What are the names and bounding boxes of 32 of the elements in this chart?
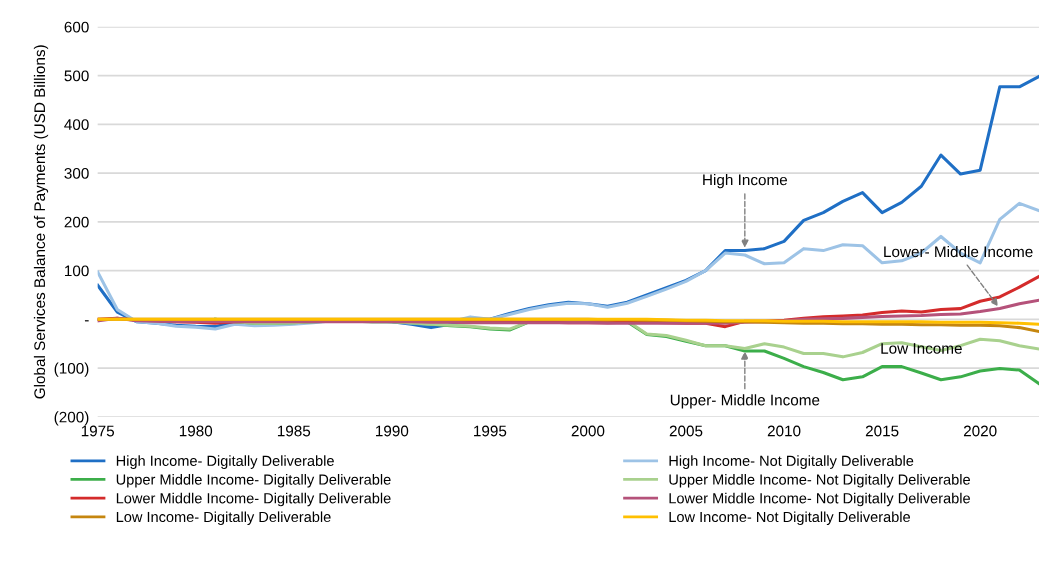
legend-label: Upper Middle Income- Digitally Deliverable: [116, 474, 391, 488]
y-tick-label: 300: [64, 167, 89, 179]
annotation: High Income: [703, 174, 788, 189]
y-tick-label: 400: [64, 119, 89, 131]
annotation: Lower- Middle Income: [884, 245, 1033, 258]
annotation: Low Income: [881, 343, 962, 354]
y-tick-label: 600: [64, 21, 89, 33]
x-tick-label: 2000: [571, 425, 605, 437]
legend-label: Lower Middle Income- Not Digitally Deliverable: [669, 492, 970, 507]
y-tick-label: 100: [65, 265, 89, 277]
x-tick-label: 1995: [474, 425, 507, 437]
y-axis-title: Global Services Balance of Payments (USD Billions): [33, 45, 49, 399]
legend-label: High Income- Not Digitally Deliverable: [669, 455, 914, 469]
x-tick-label: 2010: [767, 425, 801, 437]
y-tick-label: (200): [54, 411, 89, 426]
x-tick-label: 2015: [865, 425, 899, 437]
y-tick-label: -: [84, 320, 89, 322]
annotation: Upper- Middle Income: [670, 394, 820, 409]
x-tick-label: 1985: [277, 425, 311, 437]
legend-label: Low Income- Not Digitally Deliverable: [669, 511, 910, 525]
x-tick-label: 1990: [376, 425, 409, 437]
legend-label: Lower Middle Income- Digitally Deliverable: [116, 492, 391, 507]
legend-label: Low Income- Digitally Deliverable: [116, 511, 331, 525]
x-tick-label: 2020: [963, 425, 997, 437]
x-tick-label: 1980: [179, 425, 213, 437]
legend-label: High Income- Digitally Deliverable: [116, 455, 334, 469]
y-tick-label: (100): [54, 362, 89, 377]
x-tick-label: 2005: [669, 425, 703, 437]
x-tick-label: 1975: [81, 425, 115, 437]
y-tick-label: 500: [64, 70, 89, 82]
y-tick-label: 200: [64, 216, 89, 228]
legend-label: Upper Middle Income- Not Digitally Deliverable: [669, 474, 970, 488]
